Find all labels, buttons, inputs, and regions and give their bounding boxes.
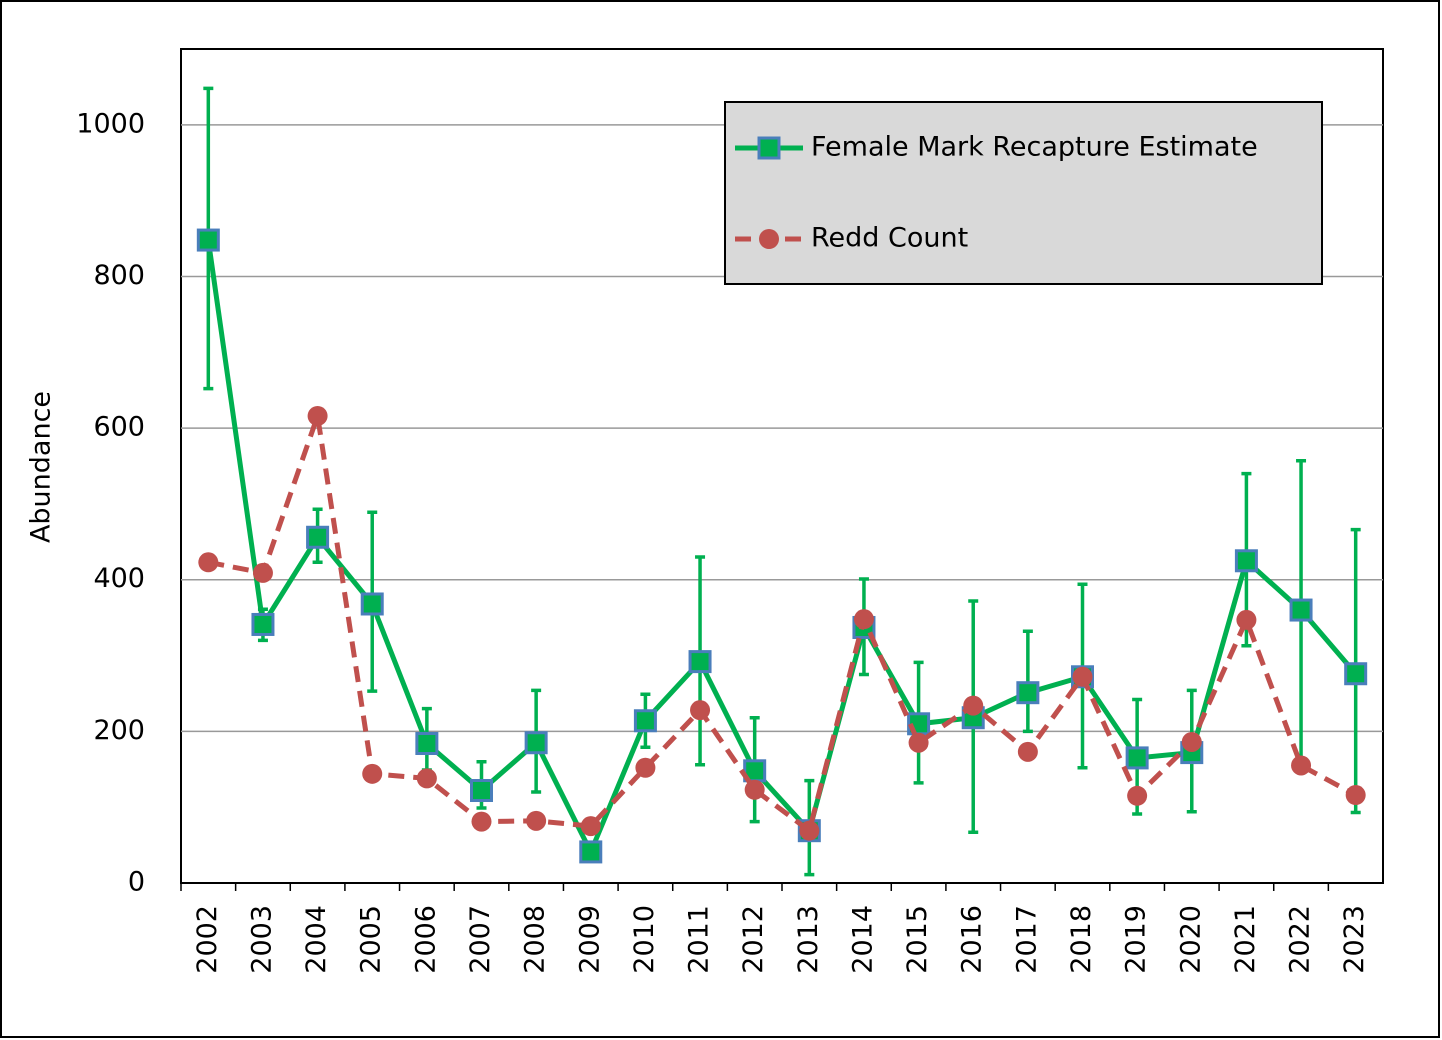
data-point <box>579 840 603 864</box>
data-point <box>307 405 328 426</box>
x-tick-label: 2013 <box>793 905 824 974</box>
y-tick-label: 600 <box>93 412 145 443</box>
data-point <box>688 650 712 674</box>
x-tick-label: 2021 <box>1230 905 1261 974</box>
data-point <box>251 612 275 636</box>
x-tick-label: 2015 <box>902 905 933 974</box>
data-point <box>908 732 929 753</box>
data-point <box>362 763 383 784</box>
data-point <box>306 525 330 549</box>
data-point <box>580 816 601 837</box>
x-tick-label: 2009 <box>574 905 605 974</box>
x-tick-label: 2016 <box>957 905 988 974</box>
data-point <box>1344 662 1368 686</box>
data-point <box>635 757 656 778</box>
x-tick-label: 2022 <box>1285 905 1316 974</box>
data-point <box>1016 681 1040 705</box>
legend-marker <box>757 136 781 160</box>
data-point <box>1234 549 1258 573</box>
legend-label: Female Mark Recapture Estimate <box>811 132 1258 163</box>
data-point <box>633 709 657 733</box>
data-point <box>744 779 765 800</box>
data-point <box>1127 785 1148 806</box>
y-tick-label: 0 <box>128 867 145 898</box>
y-tick-label: 400 <box>93 563 145 594</box>
series-line <box>205 239 1358 858</box>
data-point <box>470 779 493 803</box>
data-point <box>690 700 711 721</box>
x-tick-label: 2007 <box>465 905 496 974</box>
data-point <box>416 768 437 789</box>
data-point <box>963 695 984 716</box>
data-point <box>1125 746 1149 770</box>
x-tick-label: 2010 <box>629 905 660 974</box>
x-tick-label: 2004 <box>301 905 332 974</box>
data-point <box>252 562 273 583</box>
y-tick-label: 800 <box>93 260 145 291</box>
legend-marker <box>759 229 779 249</box>
x-tick-label: 2018 <box>1066 905 1097 974</box>
x-tick-label: 2008 <box>520 905 551 974</box>
data-point <box>360 592 384 616</box>
x-tick-label: 2014 <box>847 905 878 974</box>
legend-label: Redd Count <box>811 223 968 254</box>
y-axis-label: Abundance <box>26 391 57 543</box>
y-tick-label: 200 <box>93 715 145 746</box>
data-point <box>415 731 439 755</box>
data-point <box>524 731 548 755</box>
data-point <box>799 820 820 841</box>
data-point <box>196 228 220 252</box>
x-tick-label: 2006 <box>410 905 441 974</box>
x-tick-label: 2023 <box>1339 905 1370 974</box>
data-point <box>1236 609 1257 630</box>
data-point <box>853 609 874 630</box>
x-tick-label: 2017 <box>1011 905 1042 974</box>
data-point <box>1345 785 1366 806</box>
x-tick-label: 2012 <box>738 905 769 974</box>
x-tick-label: 2005 <box>356 905 387 974</box>
data-point <box>1289 598 1313 622</box>
data-point <box>526 810 547 831</box>
x-tick-label: 2003 <box>246 905 277 974</box>
data-point <box>1291 755 1312 776</box>
data-point <box>1072 666 1093 687</box>
series-line <box>207 415 1357 835</box>
x-tick-label: 2011 <box>684 905 715 974</box>
x-tick-label: 2019 <box>1121 905 1152 974</box>
data-point <box>1181 731 1202 752</box>
x-tick-label: 2020 <box>1175 905 1206 974</box>
x-tick-label: 2002 <box>192 905 223 974</box>
y-tick-label: 1000 <box>76 108 145 139</box>
legend-box <box>724 101 1323 285</box>
data-point <box>198 552 219 573</box>
data-point <box>471 811 492 832</box>
data-point <box>1017 741 1038 762</box>
